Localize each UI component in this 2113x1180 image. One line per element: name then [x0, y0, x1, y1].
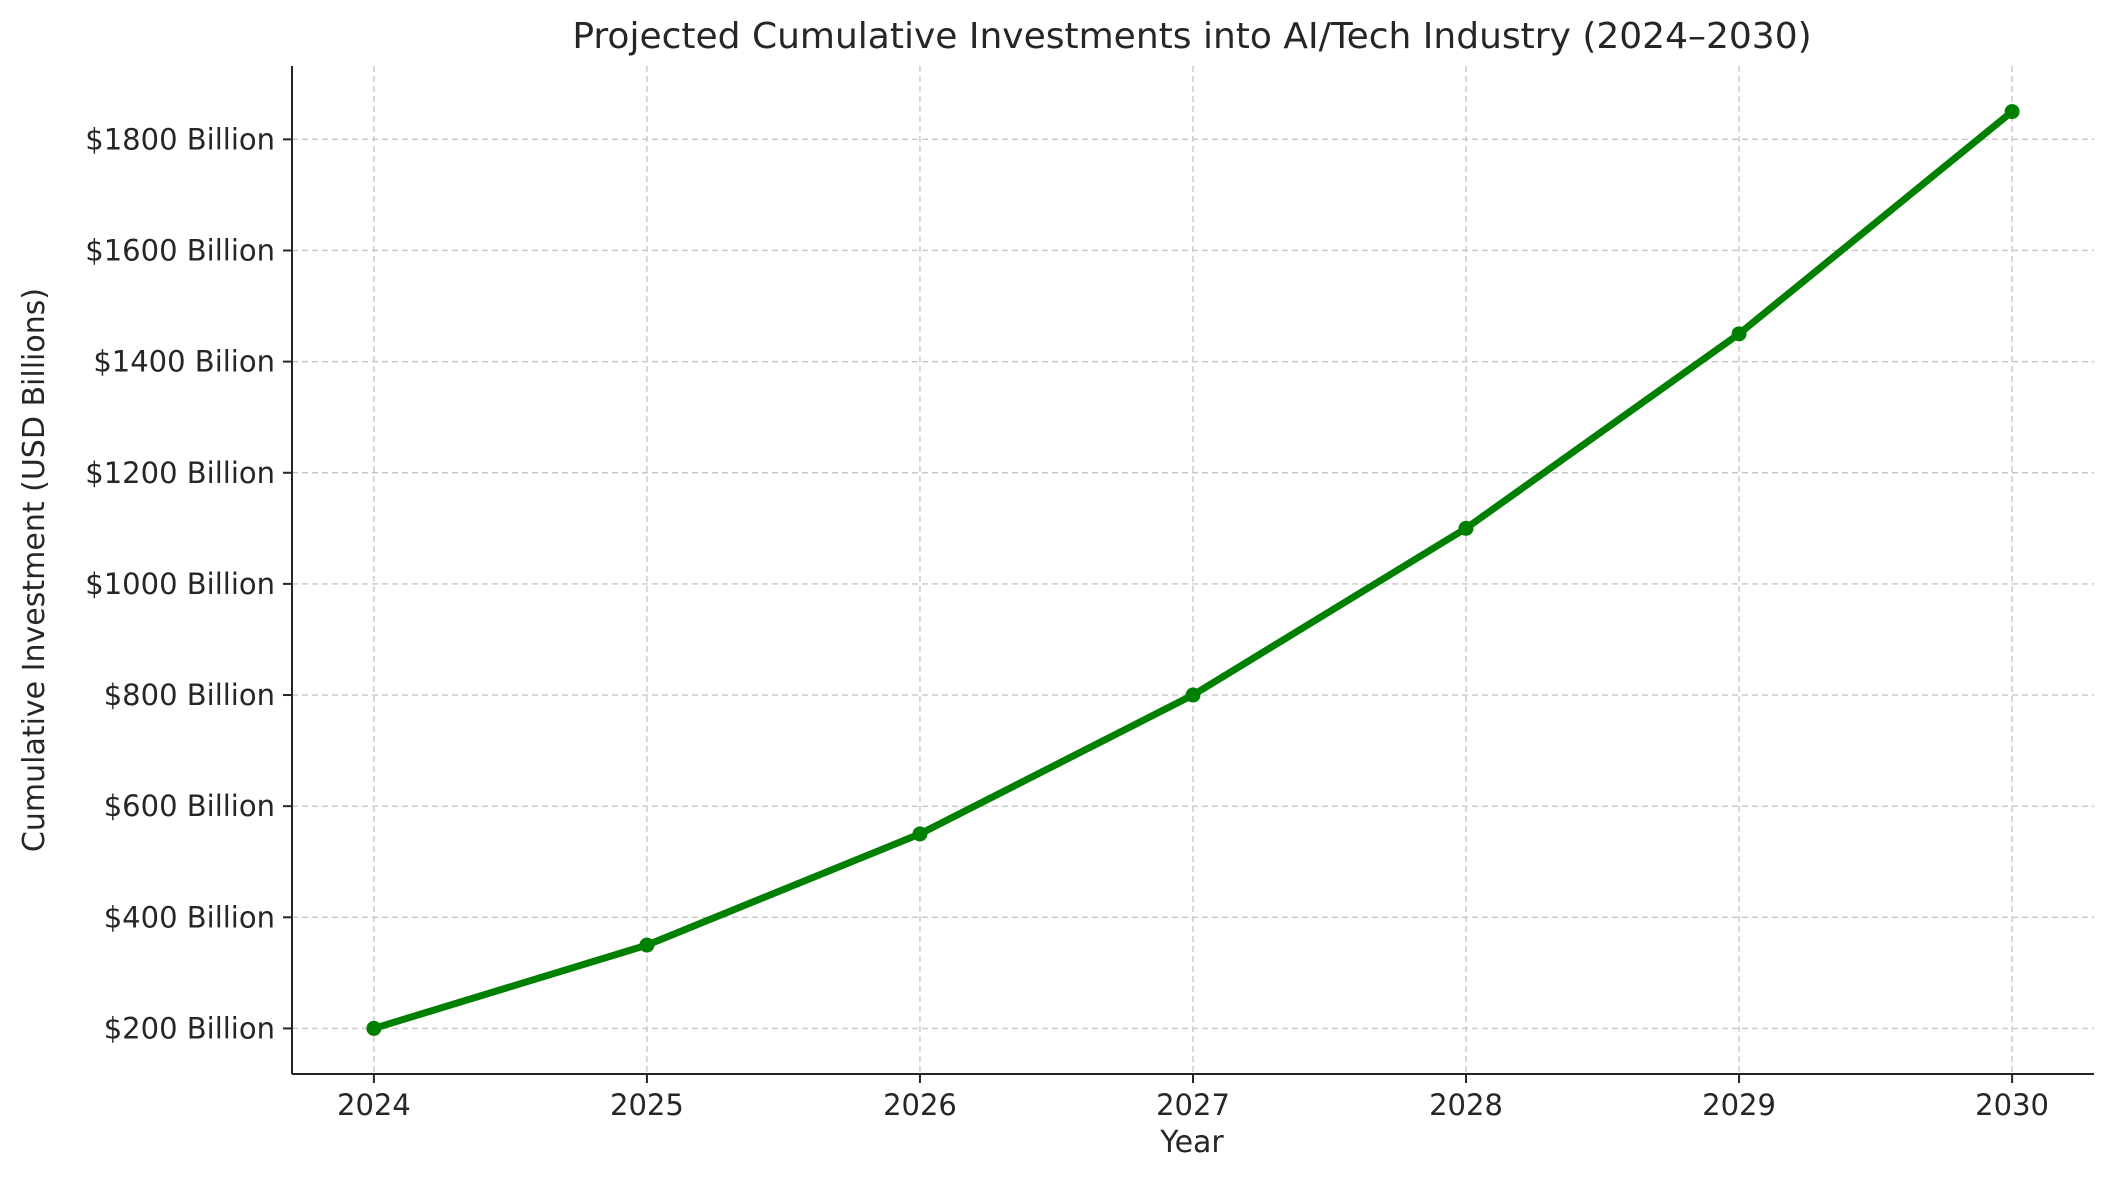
- data-point: [1185, 687, 1201, 703]
- x-tick-label: 2027: [1156, 1088, 1230, 1122]
- data-point: [2004, 104, 2020, 120]
- x-tick-label: 2026: [883, 1088, 957, 1122]
- data-point: [1731, 326, 1747, 342]
- y-tick-label: $800 Billion: [104, 678, 275, 712]
- data-point: [912, 826, 928, 842]
- series-group: [366, 104, 2020, 1036]
- data-point: [1458, 520, 1474, 536]
- data-point: [639, 937, 655, 953]
- x-tick-label: 2030: [1975, 1088, 2049, 1122]
- x-tick-label: 2024: [337, 1088, 411, 1122]
- tick-labels: 2024 2025 2026 2027 2028 2029 2030 $200 Billion…: [85, 122, 2049, 1122]
- y-tick-label: $1400 Bilion: [93, 345, 275, 379]
- x-tick-label: 2029: [1702, 1088, 1776, 1122]
- grid-lines: [292, 66, 2094, 1074]
- y-tick-label: $1000 Billion: [85, 567, 275, 601]
- data-point: [366, 1020, 382, 1036]
- y-axis-title: Cumulative Investment (USD Billions): [17, 288, 52, 852]
- y-tick-label: $200 Billion: [104, 1011, 275, 1045]
- x-axis-title: Year: [1159, 1125, 1224, 1160]
- y-tick-label: $400 Billion: [104, 900, 275, 934]
- x-tick-label: 2028: [1429, 1088, 1503, 1122]
- chart-title: Projected Cumulative Investments into AI…: [572, 16, 1811, 57]
- y-tick-label: $1800 Billion: [85, 122, 275, 156]
- y-tick-label: $1200 Billion: [85, 456, 275, 490]
- y-tick-label: $600 Billion: [104, 789, 275, 823]
- y-tick-label: $1600 Billion: [85, 233, 275, 267]
- x-tick-label: 2025: [610, 1088, 684, 1122]
